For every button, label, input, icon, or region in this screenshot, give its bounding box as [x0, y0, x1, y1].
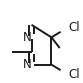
Text: N: N [23, 58, 32, 71]
Text: Cl: Cl [68, 68, 80, 81]
Text: N: N [23, 31, 32, 44]
Text: Cl: Cl [68, 21, 80, 34]
